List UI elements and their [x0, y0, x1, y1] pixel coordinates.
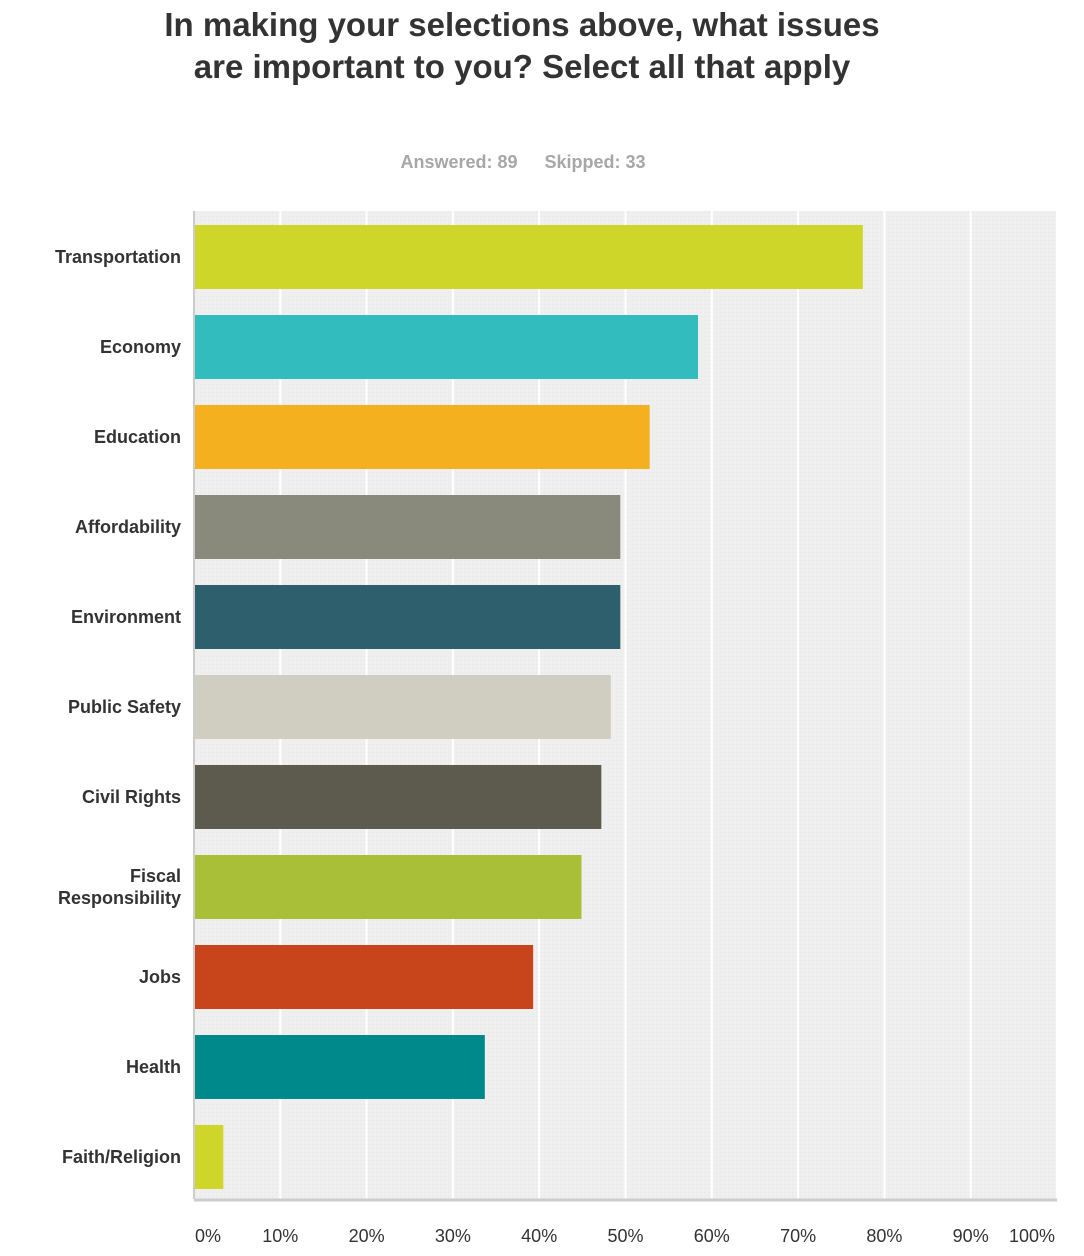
- bar-education: [195, 405, 650, 469]
- bar-transportation: [195, 225, 863, 289]
- x-tick-label: 40%: [521, 1226, 557, 1246]
- x-tick-labels: 0% 10% 20% 30% 40% 50% 60% 70% 80% 90% 100%: [195, 1226, 1055, 1246]
- bar-fiscal-responsibility: [195, 855, 582, 919]
- bar-economy: [195, 315, 698, 379]
- x-tick-label: 20%: [349, 1226, 385, 1246]
- x-tick-label: 50%: [607, 1226, 643, 1246]
- bar-affordability: [195, 495, 621, 559]
- bars: [195, 225, 863, 1189]
- category-label: Environment: [71, 607, 181, 627]
- x-tick-label: 100%: [1009, 1226, 1055, 1246]
- category-labels: Transportation Economy Education Affordabil…: [55, 247, 181, 1167]
- x-tick-label: 30%: [435, 1226, 471, 1246]
- category-label: Civil Rights: [82, 787, 181, 807]
- bar-environment: [195, 585, 621, 649]
- category-label: Economy: [100, 337, 181, 357]
- x-tick-label: 70%: [780, 1226, 816, 1246]
- category-label: Education: [94, 427, 181, 447]
- chart-title: In making your selections above, what is…: [164, 6, 880, 85]
- bar-faith-religion: [195, 1125, 224, 1189]
- category-label: Public Safety: [68, 697, 181, 717]
- x-tick-label: 90%: [953, 1226, 989, 1246]
- answered-count: Answered: 89: [400, 152, 518, 172]
- category-label: Health: [126, 1057, 181, 1077]
- category-label: Fiscal Responsibility: [58, 866, 181, 908]
- bar-jobs: [195, 945, 534, 1009]
- bar-public-safety: [195, 675, 611, 739]
- category-label: Faith/Religion: [62, 1147, 181, 1167]
- x-tick-label: 0%: [195, 1226, 221, 1246]
- category-label: Jobs: [139, 967, 181, 987]
- x-tick-label: 10%: [262, 1226, 298, 1246]
- bar-civil-rights: [195, 765, 602, 829]
- x-tick-label: 80%: [866, 1226, 902, 1246]
- category-label: Affordability: [75, 517, 181, 537]
- category-label: Transportation: [55, 247, 181, 267]
- skipped-count: Skipped: 33: [544, 152, 646, 172]
- response-stats: Answered: 89 Skipped: 33: [0, 152, 1046, 173]
- x-tick-label: 60%: [694, 1226, 730, 1246]
- bar-health: [195, 1035, 485, 1099]
